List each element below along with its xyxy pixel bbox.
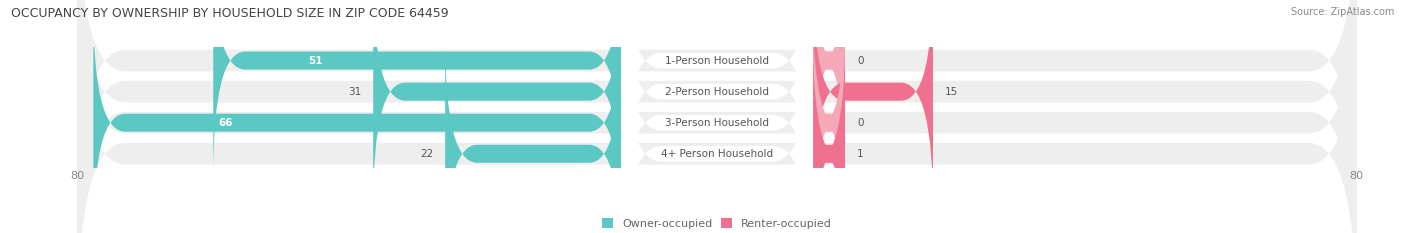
Text: 15: 15 bbox=[945, 87, 959, 97]
FancyBboxPatch shape bbox=[77, 0, 1357, 233]
Text: 2-Person Household: 2-Person Household bbox=[665, 87, 769, 97]
Text: 66: 66 bbox=[218, 118, 232, 128]
Text: 51: 51 bbox=[308, 56, 322, 65]
FancyBboxPatch shape bbox=[621, 0, 813, 233]
FancyBboxPatch shape bbox=[77, 0, 1357, 233]
FancyBboxPatch shape bbox=[813, 0, 845, 176]
FancyBboxPatch shape bbox=[446, 38, 621, 233]
FancyBboxPatch shape bbox=[813, 38, 845, 233]
FancyBboxPatch shape bbox=[621, 6, 813, 233]
FancyBboxPatch shape bbox=[93, 7, 621, 233]
FancyBboxPatch shape bbox=[214, 0, 621, 176]
Text: 31: 31 bbox=[347, 87, 361, 97]
Text: 1-Person Household: 1-Person Household bbox=[665, 56, 769, 65]
FancyBboxPatch shape bbox=[813, 0, 934, 207]
FancyBboxPatch shape bbox=[373, 0, 621, 207]
Text: OCCUPANCY BY OWNERSHIP BY HOUSEHOLD SIZE IN ZIP CODE 64459: OCCUPANCY BY OWNERSHIP BY HOUSEHOLD SIZE… bbox=[11, 7, 449, 20]
Legend: Owner-occupied, Renter-occupied: Owner-occupied, Renter-occupied bbox=[602, 218, 832, 229]
FancyBboxPatch shape bbox=[77, 0, 1357, 233]
Text: 22: 22 bbox=[420, 149, 433, 159]
FancyBboxPatch shape bbox=[813, 7, 845, 233]
Text: 0: 0 bbox=[858, 56, 863, 65]
Text: Source: ZipAtlas.com: Source: ZipAtlas.com bbox=[1291, 7, 1395, 17]
Text: 4+ Person Household: 4+ Person Household bbox=[661, 149, 773, 159]
Text: 0: 0 bbox=[858, 118, 863, 128]
Text: 3-Person Household: 3-Person Household bbox=[665, 118, 769, 128]
FancyBboxPatch shape bbox=[621, 0, 813, 233]
FancyBboxPatch shape bbox=[77, 0, 1357, 233]
Text: 1: 1 bbox=[858, 149, 863, 159]
FancyBboxPatch shape bbox=[621, 0, 813, 208]
